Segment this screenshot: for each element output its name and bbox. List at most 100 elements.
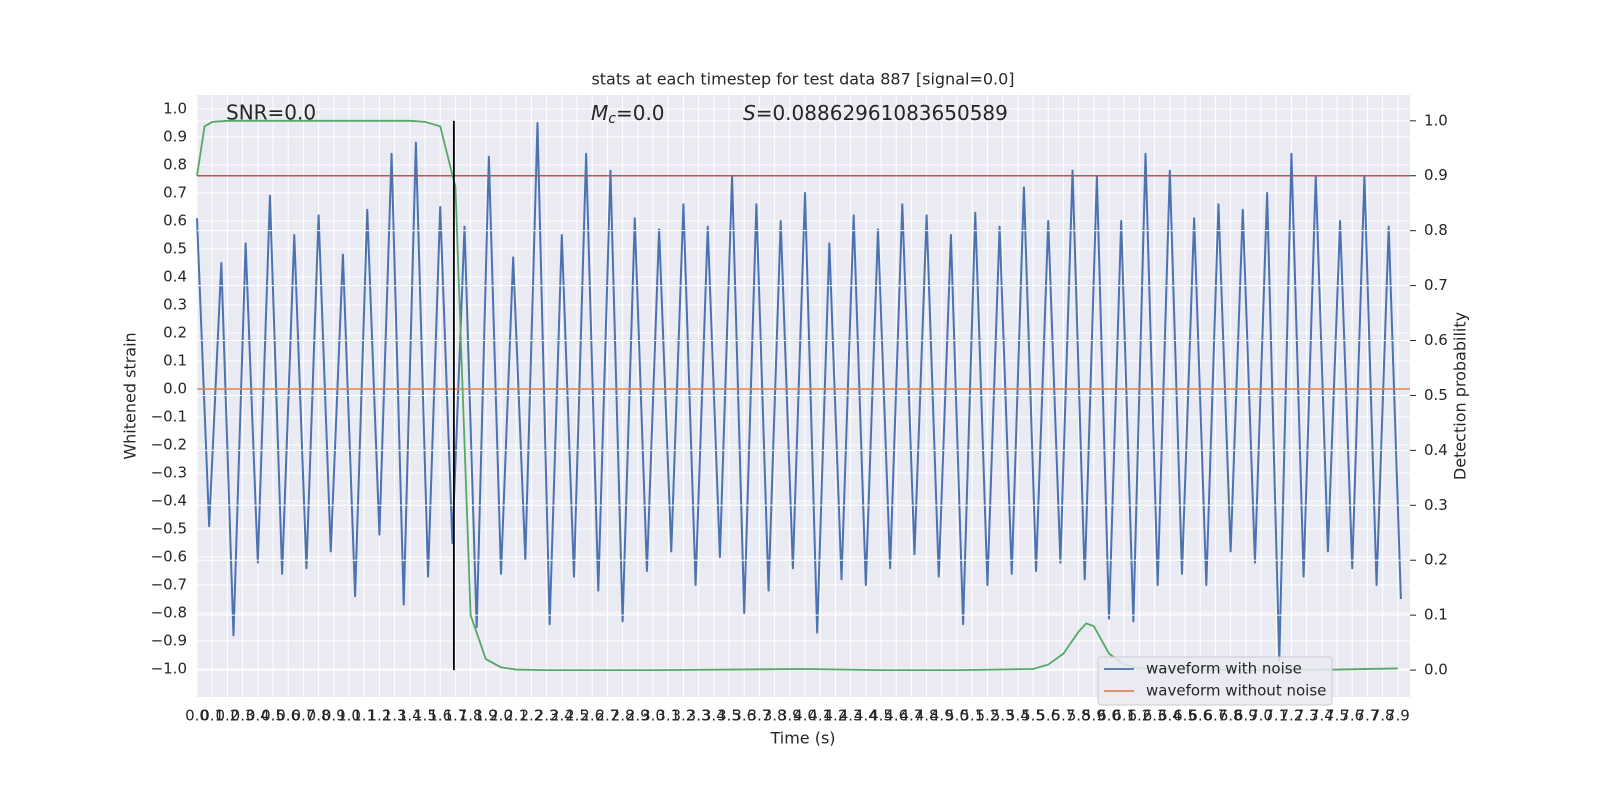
x-tick-label: 1.4 (398, 707, 422, 725)
y2-axis-label: Detection probability (1451, 312, 1470, 480)
x-tick-label: 7.4 (1310, 707, 1334, 725)
y-tick-label: −0.4 (151, 492, 187, 510)
x-tick-label: 3.2 (671, 707, 695, 725)
x-tick-label: 6.8 (1219, 707, 1243, 725)
x-tick-label: 4.2 (823, 707, 847, 725)
x-tick-label: 3.8 (763, 707, 787, 725)
x-tick-label: 0.2 (215, 707, 239, 725)
x-tick-label: 0.5 (261, 707, 285, 725)
y2-tick-label: 0.4 (1424, 441, 1448, 459)
y-tick-label: −0.1 (151, 408, 187, 426)
x-tick-label: 1.7 (443, 707, 467, 725)
x-tick-label: 4.8 (915, 707, 939, 725)
x-tick-label: 3.3 (687, 707, 711, 725)
x-tick-label: 2.5 (565, 707, 589, 725)
x-tick-label: 3.5 (717, 707, 741, 725)
snr-annotation: SNR=0.0 (226, 101, 316, 125)
y-tick-label: 0.6 (163, 212, 187, 230)
x-tick-label: 4.7 (899, 707, 923, 725)
y-tick-label: 0.2 (163, 324, 187, 342)
x-tick-label: 6.5 (1173, 707, 1197, 725)
x-tick-label: 1.1 (352, 707, 376, 725)
x-tick-label: 5.6 (1036, 707, 1060, 725)
series-line (196, 122, 1402, 662)
x-tick-label: 1.3 (383, 707, 407, 725)
x-tick-label: 5.3 (991, 707, 1015, 725)
x-tick-label: 4.3 (839, 707, 863, 725)
x-tick-label: 5.8 (1067, 707, 1091, 725)
x-tick-label: 4.5 (869, 707, 893, 725)
y2-tick-label: 0.6 (1424, 331, 1448, 349)
x-tick-label: 0.4 (246, 707, 270, 725)
y-axis-label: Whitened strain (121, 332, 140, 459)
x-tick-label: 7.6 (1340, 707, 1364, 725)
x-tick-label: 3.1 (656, 707, 680, 725)
x-tick-label: 0.1 (200, 707, 224, 725)
mc-text: =0.0 (616, 101, 665, 125)
x-tick-label: 7.7 (1356, 707, 1380, 725)
x-tick-label: 4.4 (854, 707, 878, 725)
x-tick-label: 1.2 (367, 707, 391, 725)
mc-subscript: c (608, 111, 616, 127)
y-tick-label: −0.6 (151, 548, 187, 566)
y-tick-label: 0.4 (163, 268, 187, 286)
legend-box (1097, 656, 1333, 706)
y-tick-label: −0.5 (151, 520, 187, 538)
x-tick-label: 5.2 (975, 707, 999, 725)
y2-tick-label: 0.2 (1424, 551, 1448, 569)
x-tick-label: 2.0 (489, 707, 513, 725)
x-tick-label: 1.5 (413, 707, 437, 725)
x-tick-label: 6.3 (1143, 707, 1167, 725)
plot-area (197, 95, 1410, 697)
x-tick-label: 5.4 (1006, 707, 1030, 725)
x-tick-label: 4.0 (793, 707, 817, 725)
x-tick-label: 0.6 (276, 707, 300, 725)
x-tick-label: 7.8 (1371, 707, 1395, 725)
x-tick-label: 7.1 (1264, 707, 1288, 725)
y-tick-label: 0.3 (163, 296, 187, 314)
x-tick-label: 5.1 (960, 707, 984, 725)
x-tick-label: 5.9 (1082, 707, 1106, 725)
x-tick-label: 3.0 (641, 707, 665, 725)
s-text: =0.08862961083650589 (756, 101, 1008, 125)
x-tick-label: 2.2 (519, 707, 543, 725)
y-tick-label: −0.8 (151, 604, 187, 622)
x-tick-label: 7.5 (1325, 707, 1349, 725)
x-tick-label: 4.1 (808, 707, 832, 725)
chart-title: stats at each timestep for test data 887… (591, 70, 1014, 89)
x-tick-label: 3.7 (747, 707, 771, 725)
x-tick-label: 6.6 (1188, 707, 1212, 725)
x-tick-label: 7.0 (1249, 707, 1273, 725)
mc-annotation: Mc=0.0 (591, 101, 665, 128)
x-tick-label: 7.9 (1386, 707, 1410, 725)
x-axis-label: Time (s) (769, 729, 835, 748)
y-tick-label: −1.0 (151, 660, 187, 678)
y2-tick-label: 0.3 (1424, 496, 1448, 514)
x-tick-label: 7.2 (1280, 707, 1304, 725)
x-tick-label: 0.0 (185, 707, 209, 725)
legend-label: waveform without noise (1146, 682, 1326, 700)
s-annotation: S=0.08862961083650589 (743, 101, 1008, 125)
mc-symbol: M (591, 101, 608, 125)
x-tick-label: 2.9 (626, 707, 650, 725)
x-tick-label: 5.5 (1021, 707, 1045, 725)
x-tick-label: 5.7 (1051, 707, 1075, 725)
s-symbol: S (743, 101, 756, 125)
x-tick-label: 1.9 (474, 707, 498, 725)
x-tick-label: 6.0 (1097, 707, 1121, 725)
x-tick-label: 2.1 (504, 707, 528, 725)
x-tick-label: 2.8 (611, 707, 635, 725)
y-tick-label: 1.0 (163, 100, 187, 118)
y-tick-label: 0.8 (163, 156, 187, 174)
y2-tick-label: 0.0 (1424, 661, 1448, 679)
y-tick-label: −0.2 (151, 436, 187, 454)
x-tick-label: 6.7 (1204, 707, 1228, 725)
x-tick-label: 2.4 (550, 707, 574, 725)
y-tick-label: 0.7 (163, 184, 187, 202)
x-tick-label: 5.0 (945, 707, 969, 725)
y-tick-label: 0.1 (163, 352, 187, 370)
x-tick-label: 2.7 (595, 707, 619, 725)
x-tick-label: 2.6 (580, 707, 604, 725)
x-tick-label: 0.3 (231, 707, 255, 725)
